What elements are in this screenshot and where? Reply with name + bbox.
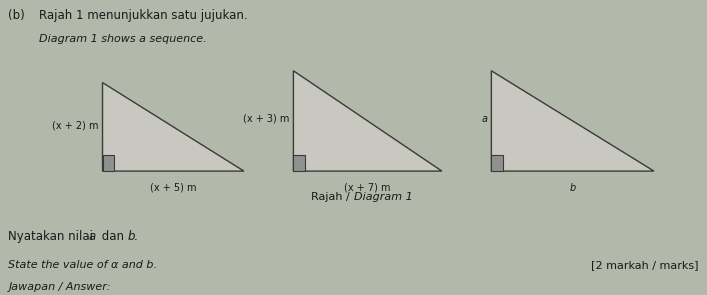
Text: a: a (88, 230, 95, 243)
Bar (491, 155, 503, 171)
Text: b: b (570, 183, 575, 193)
Bar (293, 155, 305, 171)
Bar (103, 155, 114, 171)
Polygon shape (491, 71, 654, 171)
Text: (x + 2) m: (x + 2) m (52, 120, 99, 130)
Text: b: b (127, 230, 135, 243)
Text: (b): (b) (8, 9, 33, 22)
Text: a: a (482, 114, 488, 124)
Text: (x + 7) m: (x + 7) m (344, 183, 391, 193)
Text: Jawapan / Answer:: Jawapan / Answer: (8, 282, 111, 292)
Text: Diagram 1 shows a sequence.: Diagram 1 shows a sequence. (39, 34, 206, 44)
Text: Rajah /: Rajah / (311, 192, 354, 202)
Text: dan: dan (98, 230, 127, 243)
Text: (x + 5) m: (x + 5) m (150, 183, 197, 193)
Text: Rajah 1 menunjukkan satu jujukan.: Rajah 1 menunjukkan satu jujukan. (39, 9, 247, 22)
Polygon shape (103, 83, 244, 171)
Text: (x + 3) m: (x + 3) m (243, 114, 290, 124)
Text: [2 markah / marks]: [2 markah / marks] (591, 260, 699, 270)
Text: .: . (134, 230, 137, 243)
Text: State the value of α and b.: State the value of α and b. (8, 260, 158, 270)
Text: Diagram 1: Diagram 1 (354, 192, 412, 202)
Polygon shape (293, 71, 442, 171)
Text: Nyatakan nilai: Nyatakan nilai (8, 230, 98, 243)
